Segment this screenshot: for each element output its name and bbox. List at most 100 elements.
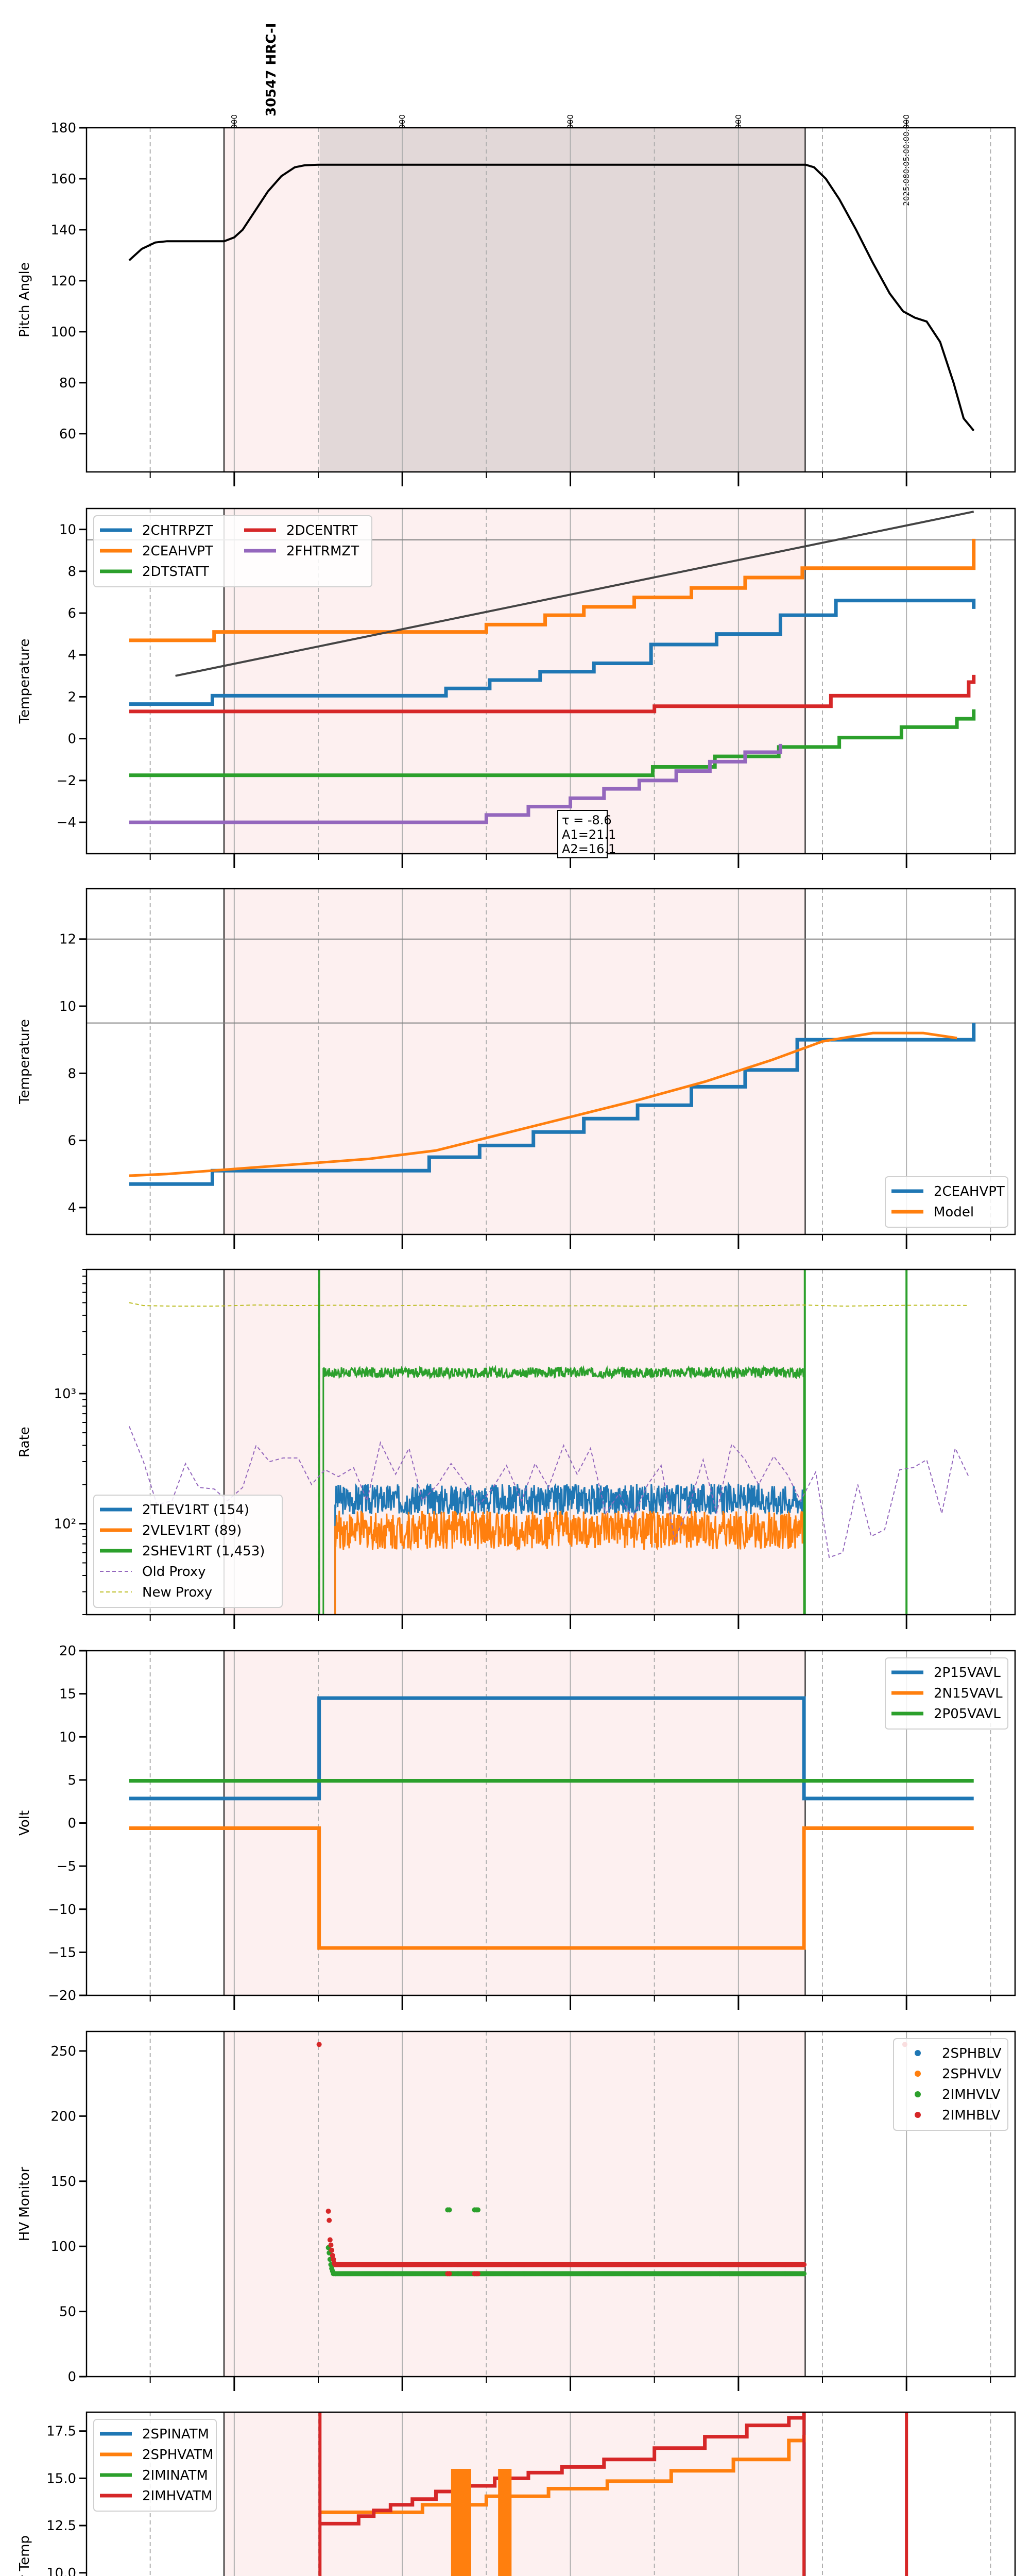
legend-label: 2SPHVATM [142,2447,213,2463]
annotation-line: A1=21.1 [562,827,616,842]
legend-item: 2N15VAVL [891,1686,1003,1701]
legend-box [885,1657,1008,1730]
data-point [329,2247,335,2253]
plot-area [129,511,976,824]
legend-item: 2IMHVLV [915,2087,1001,2103]
y-tick-label: 10 [59,522,76,538]
data-point [475,2271,481,2277]
series-2ceahvpt [129,1023,976,1186]
legend-box [93,1495,283,1608]
y-tick-label: 8 [67,1066,76,1081]
plot-area [316,2042,907,2277]
y-tick-label: 8 [67,564,76,580]
y-tick-label: 50 [59,2304,76,2320]
legend-box [893,2038,1008,2131]
axes-frame [85,2030,1016,2378]
legend: 2TLEV1RT (154) 2VLEV1RT (89) 2SHEV1RT (1,4… [93,1495,283,1608]
y-tick-label: 100 [50,2239,76,2255]
legend-item: 2DCENTRT [244,523,358,538]
y-tick-label: 2 [67,689,76,705]
y-tick-label: 15.0 [46,2471,76,2486]
legend: 2CEAHVPT Model [885,1176,1008,1228]
legend-item: 2DTSTATT [100,564,209,580]
legend-label: 2SPHBLV [942,2046,1002,2061]
legend-item: 2CHTRPZT [100,523,213,538]
legend-item: 2CEAHVPT [891,1184,1005,1199]
legend-item: 2P15VAVL [891,1665,1001,1681]
y-tick-label: 160 [50,172,76,187]
y-tick-label: 120 [50,274,76,289]
axes-frame [85,507,1016,855]
legend-item: 2FHTRMZT [244,544,359,559]
legend-label: 2CEAHVPT [142,544,213,559]
legend-label: 2IMHBLV [942,2108,1001,2123]
legend: 2P15VAVL 2N15VAVL 2P05VAVL [885,1657,1008,1730]
legend-label: 2FHTRMZT [286,544,359,559]
data-point [475,2207,481,2213]
series-model [129,1031,957,1177]
y-tick-label: 80 [59,376,76,391]
series-2vlev1rt-89- [334,1510,805,1615]
series-old-proxy [128,1426,969,1558]
y-axis-label: Volt [17,1810,32,1836]
legend-box [93,515,372,587]
axes-frame [85,1268,1016,1616]
observation-shade [224,1269,805,1615]
y-axis-label: Detector Temp [17,2535,32,2576]
y-tick-label: 0 [67,2369,76,2385]
spike-band [498,2469,512,2576]
y-tick-label: 20 [59,1643,76,1659]
legend-label: 2IMINATM [142,2468,208,2483]
series-2imhvlv [325,2207,807,2277]
legend-label: 2SHEV1RT (1,453) [142,1544,265,1559]
y-tick-label: −2 [57,773,76,789]
y-tick-label: −4 [57,815,76,831]
series-2fhtrmzt [129,743,782,824]
series-new-proxy [129,1302,969,1307]
legend: 2CHTRPZT 2CEAHVPT 2DTSTATT 2DCENTRT 2FHTRMZT [93,515,372,587]
legend-item: Model [891,1205,974,1220]
data-point [331,2257,336,2262]
legend-label: New Proxy [142,1585,212,1600]
legend-label: 2DCENTRT [286,523,358,538]
series-pitch [128,163,975,432]
series-2p15vavl [129,1696,974,1801]
plot-area [128,1269,969,1615]
y-tick-label: −10 [48,1902,76,1918]
observation-shade [224,1651,805,1995]
panel-temp1: −4 −2 0 2 4 6 8 10 Temperature 2CHTRPZT 2CEAHVPT 2D… [17,507,1016,868]
legend-item: 2IMHVATM [100,2488,212,2504]
y-tick-label: 180 [50,121,76,136]
y-tick-label: 10³ [54,1386,76,1402]
observation-shade [224,2031,805,2377]
data-point [327,2217,332,2223]
y-tick-label: 0 [67,1816,76,1832]
panel-temp2: 4 6 8 10 12 Temperature 2CEAHVPT Model [17,888,1016,1249]
legend-label: 2DTSTATT [142,564,209,580]
y-tick-label: 60 [59,427,76,442]
observation-shade [224,889,805,1234]
data-point [332,2262,338,2267]
data-point [328,2242,334,2248]
y-tick-label: 6 [67,1133,76,1149]
series-2tlev1rt-154- [334,1481,805,1615]
axes-frame [85,127,1016,473]
panel-dettemp: 2.55.07.510.012.515.017.5Detector Temp2S… [17,2411,1016,2576]
annotation-line: A2=16.1 [562,842,616,856]
legend-marker [915,2050,921,2056]
legend: 2SPHBLV 2SPHVLV 2IMHVLV 2IMHBLV [893,2038,1008,2131]
y-tick-label: −20 [48,1988,76,2004]
data-point [325,2208,331,2214]
legend-label: Old Proxy [142,1564,206,1580]
y-tick-label: 10.0 [46,2566,76,2576]
y-tick-label: 100 [50,325,76,340]
legend-item: 2VLEV1RT (89) [100,1523,242,1538]
legend-label: 2VLEV1RT (89) [142,1523,242,1538]
y-tick-label: −5 [57,1859,76,1874]
legend-label: 2IMHVATM [142,2488,212,2504]
legend-item: 2SHEV1RT (1,453) [100,1544,265,1559]
series-model [175,511,974,677]
legend-label: 2P05VAVL [934,1706,1001,1722]
